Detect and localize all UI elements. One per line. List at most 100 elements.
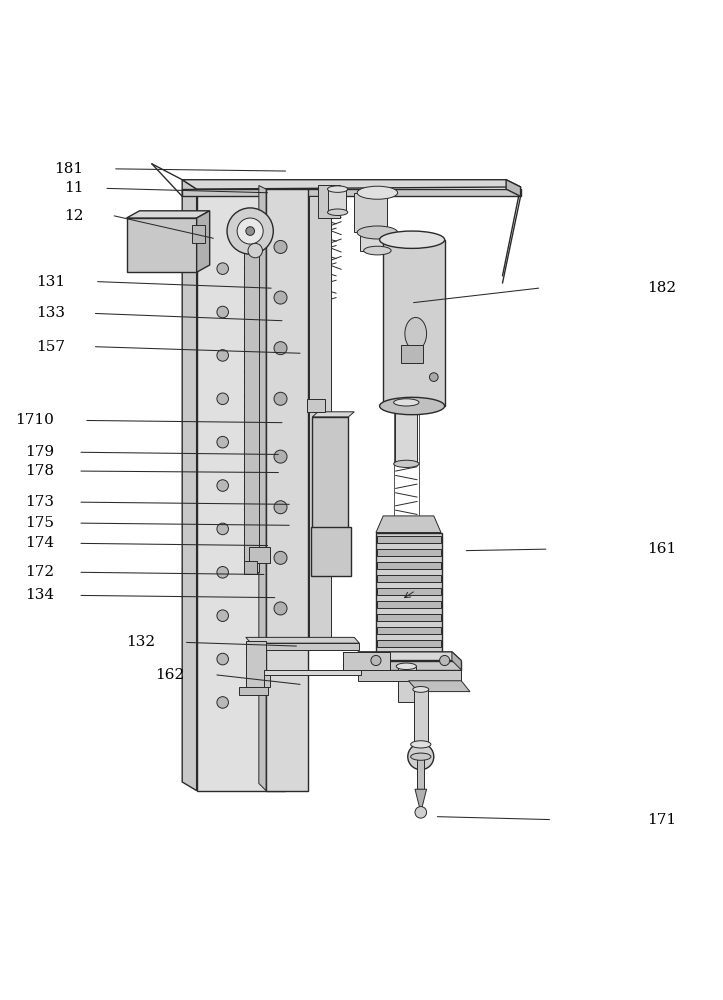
Polygon shape xyxy=(377,536,441,543)
Polygon shape xyxy=(377,627,441,634)
Ellipse shape xyxy=(396,663,416,670)
Bar xyxy=(244,561,257,574)
Polygon shape xyxy=(259,185,266,791)
Polygon shape xyxy=(312,412,354,417)
Bar xyxy=(309,196,331,645)
Bar xyxy=(249,547,270,563)
Ellipse shape xyxy=(328,209,348,215)
Circle shape xyxy=(227,208,273,254)
Polygon shape xyxy=(246,637,359,643)
Bar xyxy=(197,189,285,791)
Polygon shape xyxy=(197,211,210,272)
Circle shape xyxy=(217,306,228,318)
Circle shape xyxy=(274,392,287,405)
Circle shape xyxy=(274,602,287,615)
Text: 162: 162 xyxy=(155,668,184,682)
Polygon shape xyxy=(127,218,197,272)
Circle shape xyxy=(415,807,427,818)
Ellipse shape xyxy=(413,687,429,692)
Ellipse shape xyxy=(393,399,419,406)
Bar xyxy=(318,185,340,218)
Bar xyxy=(376,533,442,652)
Polygon shape xyxy=(377,601,441,608)
Circle shape xyxy=(217,263,228,274)
Circle shape xyxy=(274,291,287,304)
Polygon shape xyxy=(343,652,390,670)
Bar xyxy=(383,240,445,406)
Bar xyxy=(307,399,325,412)
Circle shape xyxy=(217,523,228,535)
Text: 172: 172 xyxy=(25,565,54,579)
Circle shape xyxy=(248,243,262,258)
Polygon shape xyxy=(377,588,441,595)
Circle shape xyxy=(274,240,287,253)
Text: 133: 133 xyxy=(36,306,65,320)
Circle shape xyxy=(217,610,228,621)
Circle shape xyxy=(217,567,228,578)
Text: 175: 175 xyxy=(25,516,54,530)
Ellipse shape xyxy=(393,460,419,467)
Polygon shape xyxy=(377,614,441,621)
Bar xyxy=(417,753,424,789)
Bar xyxy=(192,225,205,243)
Bar xyxy=(360,230,383,251)
Polygon shape xyxy=(377,640,441,647)
Text: 132: 132 xyxy=(127,635,155,649)
Text: 1710: 1710 xyxy=(15,413,54,427)
Text: 171: 171 xyxy=(647,813,676,827)
Polygon shape xyxy=(377,575,441,582)
Text: 131: 131 xyxy=(36,275,65,289)
Ellipse shape xyxy=(411,753,431,760)
Circle shape xyxy=(217,480,228,491)
Circle shape xyxy=(274,450,287,463)
Polygon shape xyxy=(506,180,521,196)
Bar xyxy=(394,404,419,516)
Circle shape xyxy=(246,227,254,235)
Polygon shape xyxy=(127,211,210,218)
Ellipse shape xyxy=(380,231,445,248)
Text: 178: 178 xyxy=(25,464,54,478)
Polygon shape xyxy=(377,562,441,569)
Bar xyxy=(343,652,390,670)
Polygon shape xyxy=(377,549,441,556)
Polygon shape xyxy=(415,789,427,812)
Bar xyxy=(312,417,348,529)
Circle shape xyxy=(217,393,228,405)
Text: 12: 12 xyxy=(64,209,83,223)
Bar xyxy=(398,666,416,702)
Text: 11: 11 xyxy=(64,181,83,195)
Circle shape xyxy=(274,501,287,514)
Text: 134: 134 xyxy=(25,588,54,602)
Circle shape xyxy=(217,653,228,665)
Circle shape xyxy=(274,551,287,564)
Ellipse shape xyxy=(411,741,431,748)
Text: 182: 182 xyxy=(647,281,676,295)
Circle shape xyxy=(237,218,263,244)
Polygon shape xyxy=(182,180,197,791)
Text: 157: 157 xyxy=(36,340,65,354)
Bar xyxy=(414,689,428,746)
Ellipse shape xyxy=(357,186,398,199)
Ellipse shape xyxy=(380,397,445,415)
Polygon shape xyxy=(358,670,461,681)
Polygon shape xyxy=(264,675,270,687)
Bar xyxy=(239,687,268,695)
Circle shape xyxy=(274,342,287,355)
Bar xyxy=(401,345,423,363)
Circle shape xyxy=(371,655,381,666)
Circle shape xyxy=(217,697,228,708)
Polygon shape xyxy=(182,189,521,196)
Polygon shape xyxy=(408,681,470,692)
Circle shape xyxy=(440,655,450,666)
Polygon shape xyxy=(264,670,362,675)
Text: 161: 161 xyxy=(647,542,676,556)
Circle shape xyxy=(429,373,438,381)
Circle shape xyxy=(217,350,228,361)
Polygon shape xyxy=(452,652,461,670)
Bar xyxy=(395,402,417,464)
Bar xyxy=(328,189,346,212)
Bar xyxy=(244,218,259,572)
Text: 181: 181 xyxy=(54,162,83,176)
Text: 173: 173 xyxy=(25,495,54,509)
Polygon shape xyxy=(246,643,359,650)
